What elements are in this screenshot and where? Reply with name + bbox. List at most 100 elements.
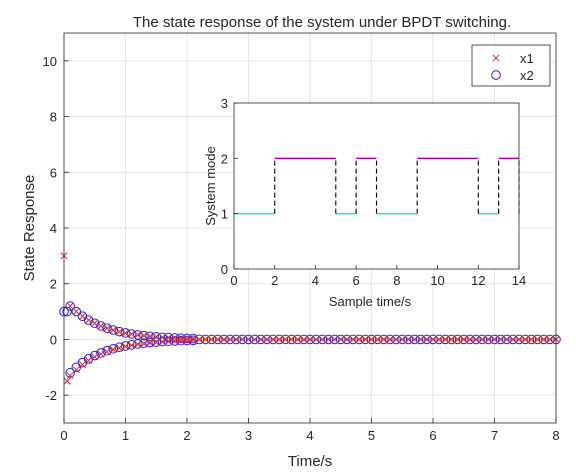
x2-point <box>385 334 395 345</box>
x-marker-stroke <box>109 326 117 334</box>
x1-point <box>189 336 197 344</box>
x2-point <box>65 301 75 311</box>
x1-point <box>146 332 154 340</box>
x-tick-label: 3 <box>245 428 252 443</box>
x1-point <box>337 335 345 343</box>
x-marker-stroke <box>189 336 197 344</box>
x-marker-stroke <box>134 331 142 339</box>
x2-point <box>403 334 414 345</box>
inset-x-tick-label: 0 <box>230 273 237 288</box>
x-marker-stroke <box>183 337 191 345</box>
x2-point <box>471 334 481 345</box>
x1-point <box>447 335 456 343</box>
x-marker-stroke <box>214 335 222 343</box>
x-marker-stroke <box>177 337 185 345</box>
x1-point <box>146 339 154 347</box>
x-marker-stroke <box>263 335 271 343</box>
x1-point <box>226 335 234 343</box>
x-tick-label: 8 <box>552 428 559 443</box>
x-marker-stroke <box>533 335 542 343</box>
x2-point <box>538 334 549 345</box>
x-marker-stroke <box>349 335 357 343</box>
x1-point <box>201 335 210 343</box>
x2-point <box>169 333 180 343</box>
x2-point <box>342 334 352 345</box>
legend-marker-x1 <box>492 54 500 62</box>
x2-point <box>237 334 248 345</box>
y-tick-label: 0 <box>50 332 57 347</box>
y-axis-label: State Response <box>21 175 38 282</box>
x1-point <box>164 337 173 345</box>
x-marker-stroke <box>306 335 314 343</box>
x1-point <box>367 335 376 343</box>
x2-point <box>317 334 328 345</box>
x-marker-stroke <box>177 334 185 342</box>
x1-point <box>497 335 505 343</box>
x-marker-stroke <box>128 330 136 338</box>
inset-x-axis-label: Sample time/s <box>329 294 412 309</box>
x1-point <box>281 335 289 343</box>
x1-point <box>294 335 302 343</box>
x1-point <box>140 332 148 340</box>
x-tick-label: 0 <box>60 428 67 443</box>
x2-point <box>151 332 162 342</box>
x1-point <box>128 341 136 349</box>
x-marker-stroke <box>121 329 130 337</box>
x2-point <box>243 334 254 345</box>
x1-point <box>533 335 542 343</box>
inset-x-tick-label: 8 <box>393 273 400 288</box>
x-marker-stroke <box>251 335 259 343</box>
x-marker-stroke <box>134 340 142 348</box>
x-tick-label: 1 <box>122 428 129 443</box>
x1-point <box>66 372 74 380</box>
x1-point <box>78 361 87 369</box>
x-marker-stroke <box>527 335 535 343</box>
x-marker-stroke <box>257 335 265 343</box>
x-marker-stroke <box>164 337 173 345</box>
x-marker-stroke <box>392 335 400 343</box>
x-marker-stroke <box>115 328 123 336</box>
x-marker-stroke <box>195 335 203 343</box>
x1-point <box>287 335 296 343</box>
inset-x-tick-label: 2 <box>271 273 278 288</box>
x1-point <box>238 335 246 343</box>
x2-point <box>545 334 555 345</box>
x-marker-stroke <box>497 335 505 343</box>
legend-box <box>471 44 551 87</box>
x1-point <box>152 338 160 346</box>
x1-point <box>263 335 271 343</box>
y-tick-label: 10 <box>43 54 57 69</box>
x-tick-label: 6 <box>429 428 436 443</box>
x1-point <box>183 337 191 345</box>
x2-point <box>391 334 401 345</box>
x-marker-stroke <box>460 335 468 343</box>
x-marker-stroke <box>78 361 87 369</box>
x1-point <box>214 335 222 343</box>
x-marker-stroke <box>85 316 93 324</box>
x-marker-stroke <box>546 335 554 343</box>
x1-point <box>324 335 333 343</box>
x2-point <box>194 334 205 345</box>
x-marker-stroke <box>281 335 289 343</box>
x1-point <box>109 326 117 334</box>
x-marker-stroke <box>189 334 197 343</box>
chart-title: The state response of the system under B… <box>133 14 511 31</box>
x2-point <box>256 334 266 345</box>
x1-point <box>435 335 443 343</box>
x2-point <box>311 334 321 345</box>
x1-point <box>121 329 130 337</box>
x2-point <box>126 329 137 339</box>
inset-x-tick-label: 4 <box>312 273 319 288</box>
x-marker-stroke <box>492 54 500 62</box>
x-marker-stroke <box>66 372 74 380</box>
x1-point <box>503 335 511 343</box>
x1-point <box>472 335 480 343</box>
inset-x-tick-label: 14 <box>512 273 526 288</box>
x-marker-stroke <box>287 335 296 343</box>
x2-point <box>502 334 512 345</box>
x2-point <box>379 334 389 345</box>
x2-point <box>145 331 155 342</box>
